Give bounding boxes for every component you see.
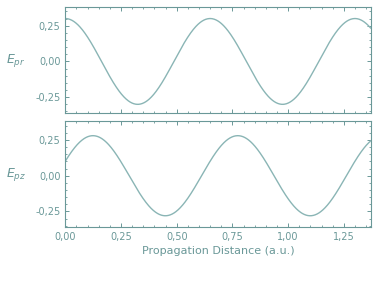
X-axis label: Propagation Distance (a.u.): Propagation Distance (a.u.) (142, 246, 294, 256)
Y-axis label: $E_{pz}$: $E_{pz}$ (6, 166, 26, 183)
Y-axis label: $E_{pr}$: $E_{pr}$ (6, 51, 25, 68)
